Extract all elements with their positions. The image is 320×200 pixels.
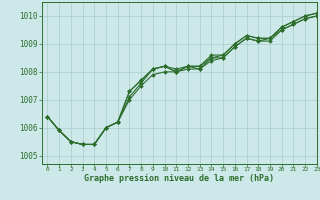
X-axis label: Graphe pression niveau de la mer (hPa): Graphe pression niveau de la mer (hPa)	[84, 174, 274, 183]
